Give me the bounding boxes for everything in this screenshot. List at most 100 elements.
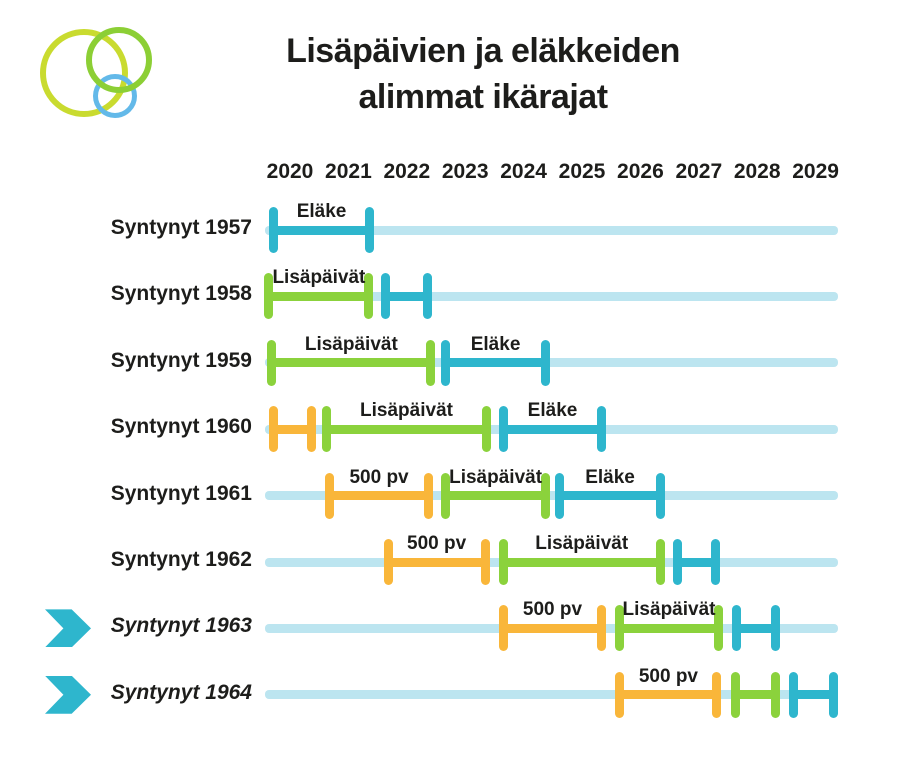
segment-bar-500pv bbox=[619, 690, 717, 700]
segment-bar-elake bbox=[677, 557, 716, 567]
segment-cap bbox=[597, 406, 607, 453]
segment-cap bbox=[268, 406, 278, 453]
segment-label: 500 pv bbox=[638, 665, 698, 687]
year-tick-label: 2028 bbox=[733, 160, 781, 183]
year-tick-label: 2023 bbox=[441, 160, 489, 183]
segment-cap bbox=[730, 671, 740, 718]
timeline-track bbox=[265, 291, 838, 301]
segment-cap bbox=[498, 605, 508, 652]
segment-cap bbox=[615, 671, 625, 718]
segment-bar-elake bbox=[736, 623, 776, 633]
year-tick-label: 2027 bbox=[675, 160, 723, 183]
segment-bar-lisapaivat bbox=[503, 557, 661, 567]
segment-cap bbox=[713, 605, 723, 652]
row-label: Syntynyt 1961 bbox=[110, 481, 252, 505]
segment-cap bbox=[498, 539, 508, 585]
segment-bar-elake bbox=[503, 424, 602, 434]
segment-cap bbox=[711, 539, 721, 585]
segment-cap bbox=[498, 406, 508, 453]
segment-label: Lisäpäivät bbox=[449, 466, 543, 488]
segment-cap bbox=[322, 406, 332, 453]
year-tick-label: 2022 bbox=[383, 160, 431, 183]
timeline-track bbox=[265, 491, 838, 501]
segment-label: 500 pv bbox=[522, 599, 583, 621]
row-label: Syntynyt 1959 bbox=[110, 348, 252, 372]
row-label: Syntynyt 1957 bbox=[110, 216, 252, 239]
segment-label: Eläke bbox=[470, 333, 521, 355]
segment-cap bbox=[422, 273, 432, 320]
year-tick-label: 2024 bbox=[500, 160, 547, 183]
segment-cap bbox=[480, 539, 490, 585]
segment-cap bbox=[731, 605, 741, 652]
segment-bar-lisapaivat bbox=[271, 358, 431, 368]
segment-label: Lisäpäivät bbox=[272, 267, 366, 289]
year-tick-label: 2029 bbox=[792, 160, 839, 183]
segment-cap bbox=[424, 472, 434, 519]
segment-cap bbox=[441, 339, 451, 386]
segment-bar-500pv bbox=[329, 491, 429, 501]
segment-bar-lisapaivat bbox=[735, 690, 776, 700]
segment-label: Eläke bbox=[585, 466, 635, 488]
segment-cap bbox=[441, 472, 451, 519]
timeline-track bbox=[265, 225, 838, 235]
segment-cap bbox=[364, 273, 374, 320]
chart-title: Lisäpäivien ja eläkkeiden alimmat ikäraj… bbox=[203, 28, 763, 120]
segment-cap bbox=[615, 605, 625, 652]
segment-bar-elake bbox=[559, 491, 661, 501]
chart-title-line1: Lisäpäivien ja eläkkeiden bbox=[286, 32, 680, 70]
row-label: Syntynyt 1960 bbox=[110, 415, 252, 439]
segment-cap bbox=[306, 406, 316, 453]
segment-cap bbox=[426, 339, 436, 386]
segment-label: Lisäpäivät bbox=[360, 400, 453, 422]
year-tick-label: 2025 bbox=[558, 160, 606, 183]
segment-cap bbox=[597, 605, 607, 652]
segment-cap bbox=[264, 273, 274, 320]
segment-cap bbox=[771, 605, 781, 652]
segment-label: Lisäpäivät bbox=[535, 533, 629, 554]
segment-bar-elake bbox=[793, 690, 834, 700]
segment-bar-lisapaivat bbox=[619, 623, 719, 633]
segment-cap bbox=[555, 472, 565, 519]
segment-cap bbox=[269, 207, 279, 253]
segment-cap bbox=[540, 472, 550, 519]
segment-cap bbox=[655, 472, 665, 519]
segment-cap bbox=[481, 406, 491, 453]
row-label: Syntynyt 1963 bbox=[110, 614, 252, 638]
segment-cap bbox=[364, 207, 374, 253]
year-tick-label: 2021 bbox=[325, 160, 372, 183]
chart-title-line2: alimmat ikärajat bbox=[358, 78, 608, 116]
row-label: Syntynyt 1958 bbox=[110, 282, 252, 306]
segment-bar-elake bbox=[385, 291, 428, 301]
segment-label: 500 pv bbox=[407, 533, 467, 554]
year-tick-label: 2026 bbox=[617, 160, 664, 183]
segment-bar-500pv bbox=[273, 424, 312, 434]
segment-cap bbox=[712, 671, 722, 718]
segment-label: Eläke bbox=[527, 400, 578, 422]
segment-cap bbox=[324, 472, 334, 519]
row-label: Syntynyt 1962 bbox=[110, 548, 252, 571]
segment-bar-lisapaivat bbox=[445, 491, 546, 501]
segment-cap bbox=[771, 671, 781, 718]
segment-bar-500pv bbox=[503, 623, 602, 633]
timeline-track bbox=[265, 690, 838, 700]
segment-label: 500 pv bbox=[349, 466, 409, 488]
segment-bar-elake bbox=[273, 225, 370, 235]
segment-bar-elake bbox=[445, 358, 546, 368]
segment-label: Lisäpäivät bbox=[304, 333, 398, 355]
segment-cap bbox=[381, 273, 391, 320]
segment-cap bbox=[267, 339, 277, 386]
segment-cap bbox=[655, 539, 665, 585]
timeline-track bbox=[265, 358, 838, 368]
segment-cap bbox=[383, 539, 393, 585]
green-circle-icon bbox=[86, 27, 152, 93]
segment-cap bbox=[540, 339, 550, 386]
year-tick-label: 2020 bbox=[266, 160, 314, 183]
segment-label: Lisäpäivät bbox=[622, 599, 716, 621]
row-label: Syntynyt 1964 bbox=[110, 680, 252, 704]
segment-cap bbox=[672, 539, 682, 585]
segment-cap bbox=[828, 671, 838, 718]
segment-cap bbox=[789, 671, 799, 718]
segment-bar-lisapaivat bbox=[268, 291, 369, 301]
segment-bar-lisapaivat bbox=[326, 424, 487, 434]
